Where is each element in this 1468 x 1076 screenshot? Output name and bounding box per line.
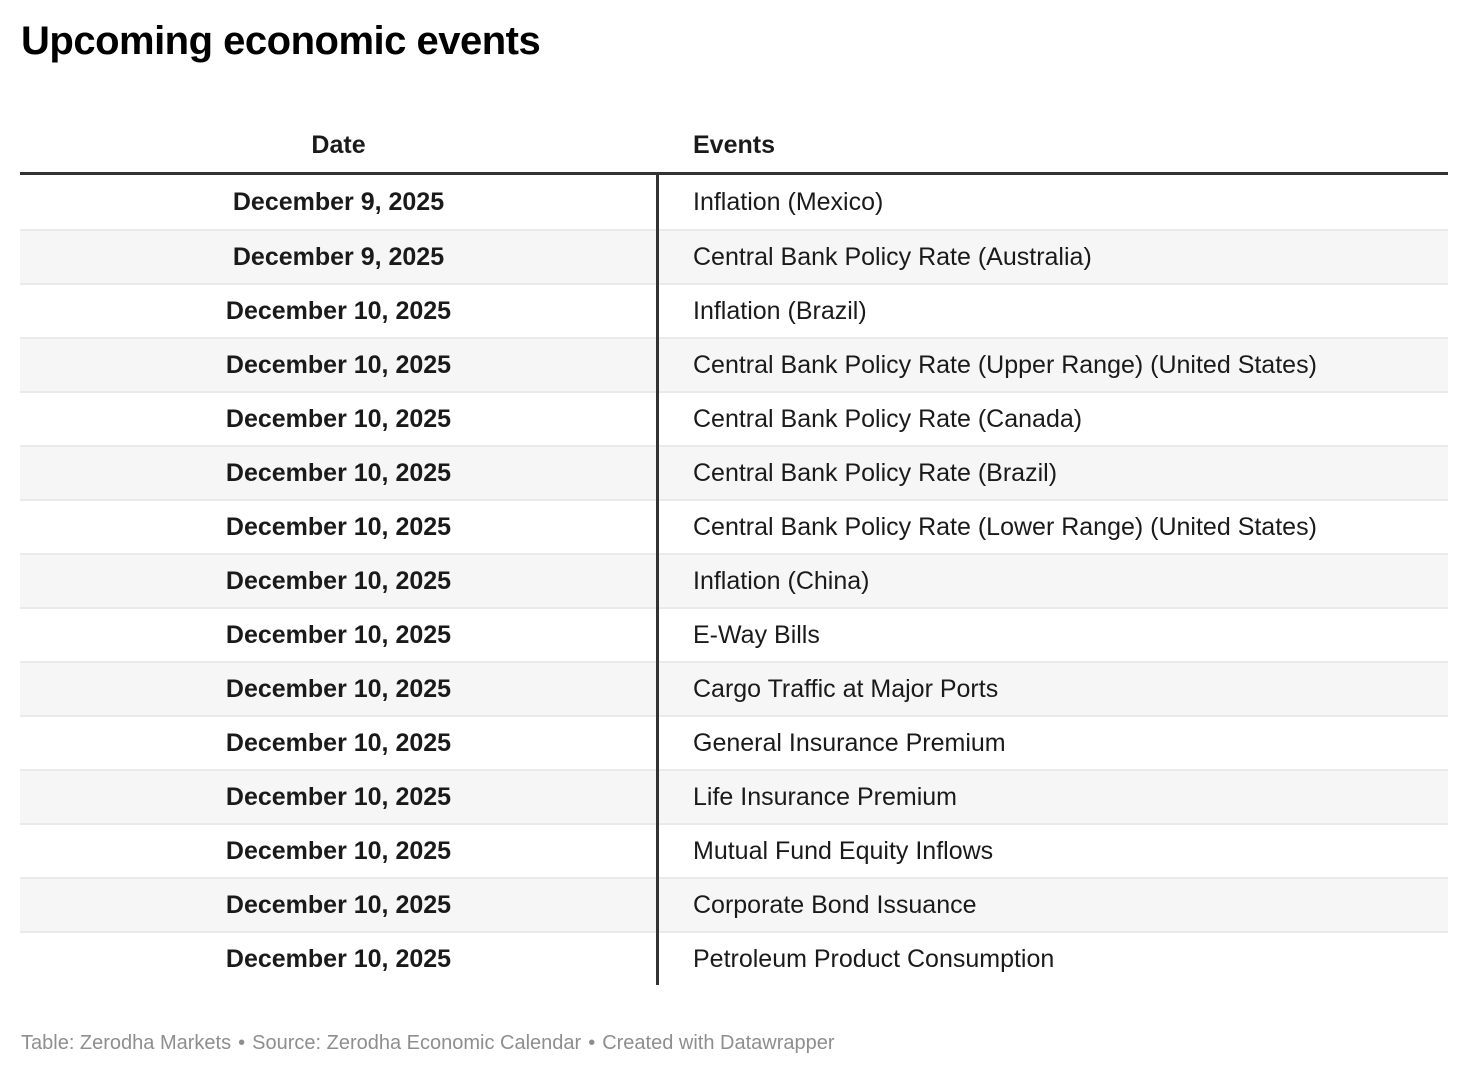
datawrapper-credit: Created with Datawrapper [602, 1032, 835, 1054]
table-row: December 10, 2025 Central Bank Policy Rat… [20, 445, 1448, 499]
event-cell: Central Bank Policy Rate (Lower Range) (… [693, 513, 1317, 541]
event-cell: Petroleum Product Consumption [693, 945, 1055, 973]
source-credit: Source: Zerodha Economic Calendar [252, 1032, 582, 1054]
event-cell: Cargo Traffic at Major Ports [693, 675, 999, 703]
table-body: December 9, 2025 Inflation (Mexico) Decemb… [20, 175, 1448, 985]
column-divider-line [656, 175, 659, 985]
table-row: December 10, 2025 Inflation (China) [20, 553, 1448, 607]
date-cell: December 10, 2025 [225, 729, 452, 757]
date-cell: December 10, 2025 [225, 297, 452, 325]
date-cell: December 10, 2025 [225, 675, 452, 703]
date-cell: December 10, 2025 [225, 783, 452, 811]
date-cell: December 10, 2025 [225, 351, 452, 379]
table-row: December 10, 2025 Petroleum Product Consu… [20, 931, 1448, 985]
date-cell: December 10, 2025 [225, 945, 452, 973]
event-cell: General Insurance Premium [693, 729, 1006, 757]
date-cell: December 10, 2025 [225, 513, 452, 541]
table-row: December 10, 2025 Central Bank Policy Rat… [20, 337, 1448, 391]
column-header-date: Date [311, 130, 366, 159]
date-cell: December 10, 2025 [225, 837, 452, 865]
event-cell: Inflation (China) [693, 567, 870, 595]
event-cell: Inflation (Mexico) [693, 188, 884, 216]
date-cell: December 10, 2025 [225, 891, 452, 919]
event-cell: Central Bank Policy Rate (Brazil) [693, 459, 1058, 487]
table-row: December 10, 2025 E-Way Bills [20, 607, 1448, 661]
date-cell: December 10, 2025 [225, 459, 452, 487]
table-row: December 10, 2025 Corporate Bond Issuance [20, 877, 1448, 931]
bullet-separator: • [238, 1032, 246, 1054]
table-row: December 10, 2025 Mutual Fund Equity Infl… [20, 823, 1448, 877]
event-cell: Central Bank Policy Rate (Australia) [693, 243, 1092, 271]
table-row: December 10, 2025 General Insurance Premi… [20, 715, 1448, 769]
event-cell: Central Bank Policy Rate (Canada) [693, 405, 1083, 433]
attribution-footer: Table: Zerodha Markets • Source: Zerodha E… [21, 1031, 835, 1055]
date-cell: December 10, 2025 [225, 567, 452, 595]
table-row: December 9, 2025 Central Bank Policy Rate… [20, 229, 1448, 283]
table-row: December 10, 2025 Life Insurance Premium [20, 769, 1448, 823]
date-cell: December 9, 2025 [232, 188, 445, 216]
column-header-events: Events [693, 130, 775, 159]
page-title: Upcoming economic events [21, 19, 541, 63]
table-row: December 10, 2025 Cargo Traffic at Major … [20, 661, 1448, 715]
table-row: December 9, 2025 Inflation (Mexico) [20, 175, 1448, 229]
events-table: Date Events December 9, 2025 Inflation (M… [20, 118, 1448, 985]
table-row: December 10, 2025 Central Bank Policy Rat… [20, 391, 1448, 445]
event-cell: Central Bank Policy Rate (Upper Range) (… [693, 351, 1317, 379]
event-cell: E-Way Bills [693, 621, 820, 649]
date-cell: December 9, 2025 [232, 243, 445, 271]
date-cell: December 10, 2025 [225, 405, 452, 433]
table-header-row: Date Events [20, 118, 1448, 175]
table-credit: Table: Zerodha Markets [21, 1032, 232, 1054]
event-cell: Mutual Fund Equity Inflows [693, 837, 994, 865]
table-row: December 10, 2025 Inflation (Brazil) [20, 283, 1448, 337]
table-row: December 10, 2025 Central Bank Policy Rat… [20, 499, 1448, 553]
event-cell: Inflation (Brazil) [693, 297, 867, 325]
event-cell: Corporate Bond Issuance [693, 891, 977, 919]
bullet-separator: • [588, 1032, 596, 1054]
event-cell: Life Insurance Premium [693, 783, 958, 811]
date-cell: December 10, 2025 [225, 621, 452, 649]
